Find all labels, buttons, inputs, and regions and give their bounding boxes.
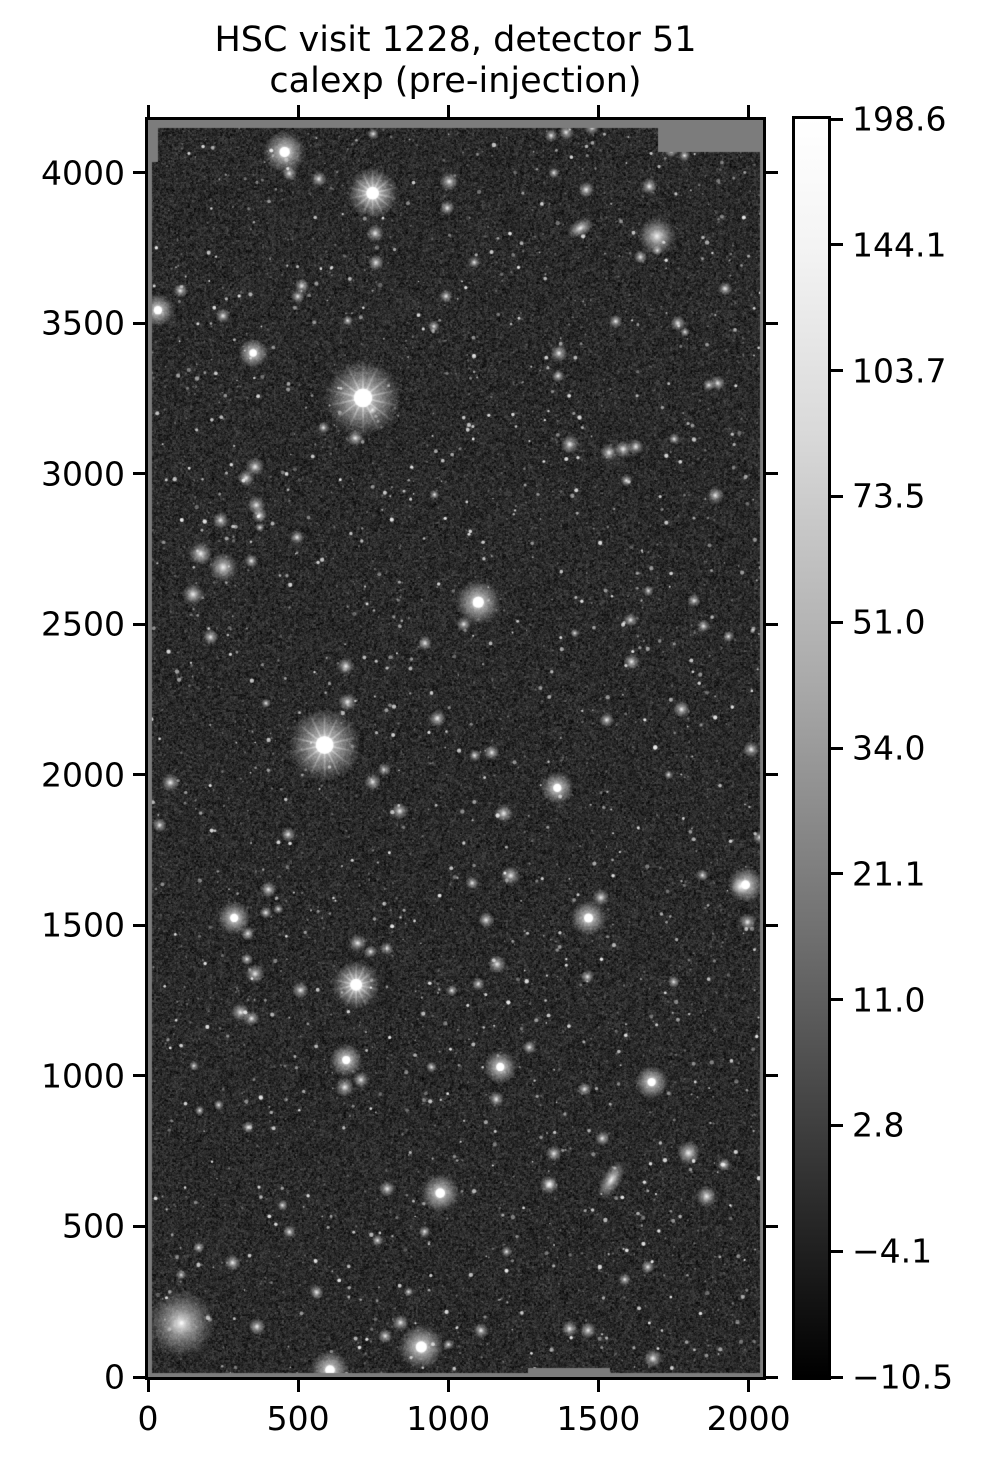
colorbar-tick-label: 11.0 (852, 980, 926, 1020)
x-tick-top (747, 105, 751, 117)
colorbar-tick (831, 1375, 843, 1379)
colorbar-tick-label: 198.6 (852, 99, 947, 139)
y-tick (133, 171, 145, 175)
colorbar-tick (831, 746, 843, 750)
y-tick (133, 773, 145, 777)
colorbar-tick (831, 872, 843, 876)
colorbar-tick (831, 1249, 843, 1253)
colorbar-tick-label: 34.0 (852, 728, 926, 768)
y-tick (133, 622, 145, 626)
x-tick (747, 1380, 751, 1392)
x-tick-label: 2000 (706, 1399, 791, 1438)
colorbar-tick (831, 243, 843, 247)
y-tick (133, 321, 145, 325)
plot-title: HSC visit 1228, detector 51 calexp (pre-… (148, 20, 763, 102)
x-tick-label: 1500 (556, 1399, 641, 1438)
colorbar-tick-label: −4.1 (852, 1231, 933, 1271)
plot-title-line2: calexp (pre-injection) (269, 61, 642, 101)
y-tick (133, 1375, 145, 1379)
y-tick-label: 2500 (41, 604, 125, 644)
colorbar-gradient (795, 119, 828, 1377)
x-tick (596, 1380, 600, 1392)
colorbar-tick (831, 1123, 843, 1127)
colorbar-tick (831, 620, 843, 624)
y-tick (133, 1074, 145, 1078)
y-tick-right (766, 1375, 778, 1379)
colorbar-tick-label: −10.5 (852, 1357, 954, 1397)
x-tick-top (146, 105, 150, 117)
colorbar-tick (831, 494, 843, 498)
y-tick-label: 1000 (41, 1056, 125, 1096)
x-tick (296, 1380, 300, 1392)
y-tick-label: 2000 (41, 755, 125, 795)
plot-title-line1: HSC visit 1228, detector 51 (214, 20, 697, 60)
y-tick-right (766, 1224, 778, 1228)
y-tick-label: 500 (62, 1206, 125, 1246)
x-tick-label: 1000 (406, 1399, 491, 1438)
colorbar-tick (831, 369, 843, 373)
y-tick (133, 1224, 145, 1228)
image-axes-frame (145, 117, 766, 1380)
x-tick-label: 500 (266, 1399, 330, 1438)
y-tick (133, 923, 145, 927)
colorbar-tick-label: 51.0 (852, 602, 926, 642)
y-tick-right (766, 171, 778, 175)
colorbar (792, 116, 831, 1380)
colorbar-tick-label: 144.1 (852, 225, 947, 265)
y-tick-right (766, 622, 778, 626)
colorbar-tick-label: 73.5 (852, 476, 926, 516)
y-tick-label: 4000 (41, 153, 125, 193)
colorbar-tick-label: 2.8 (852, 1105, 905, 1145)
calexp-image-canvas (148, 120, 763, 1377)
y-tick-right (766, 773, 778, 777)
y-tick-right (766, 1074, 778, 1078)
y-tick-label: 3000 (41, 454, 125, 494)
y-tick-label: 0 (104, 1357, 125, 1397)
colorbar-tick-label: 103.7 (852, 351, 947, 391)
y-tick (133, 472, 145, 476)
y-tick-right (766, 923, 778, 927)
y-tick-label: 3500 (41, 303, 125, 343)
colorbar-tick (831, 117, 843, 121)
x-tick (446, 1380, 450, 1392)
x-tick-top (296, 105, 300, 117)
x-tick-top (446, 105, 450, 117)
colorbar-tick (831, 998, 843, 1002)
x-tick (146, 1380, 150, 1392)
x-tick-top (596, 105, 600, 117)
y-tick-right (766, 472, 778, 476)
colorbar-tick-label: 21.1 (852, 854, 926, 894)
y-tick-label: 1500 (41, 905, 125, 945)
x-tick-label: 0 (137, 1399, 159, 1438)
y-tick-right (766, 321, 778, 325)
